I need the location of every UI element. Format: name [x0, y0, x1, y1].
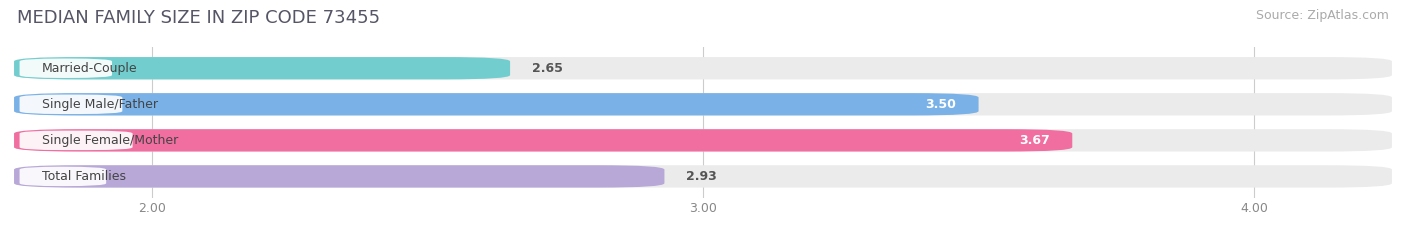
FancyBboxPatch shape — [14, 57, 510, 79]
FancyBboxPatch shape — [14, 57, 1392, 79]
Text: Married-Couple: Married-Couple — [42, 62, 138, 75]
Text: 3.67: 3.67 — [1019, 134, 1050, 147]
Text: Total Families: Total Families — [42, 170, 125, 183]
FancyBboxPatch shape — [14, 93, 979, 116]
FancyBboxPatch shape — [20, 167, 105, 186]
FancyBboxPatch shape — [14, 93, 1392, 116]
Text: Single Male/Father: Single Male/Father — [42, 98, 157, 111]
FancyBboxPatch shape — [14, 165, 665, 188]
Text: Single Female/Mother: Single Female/Mother — [42, 134, 179, 147]
FancyBboxPatch shape — [20, 58, 112, 78]
FancyBboxPatch shape — [14, 129, 1073, 151]
FancyBboxPatch shape — [14, 165, 1392, 188]
Text: Source: ZipAtlas.com: Source: ZipAtlas.com — [1256, 9, 1389, 22]
FancyBboxPatch shape — [14, 129, 1392, 151]
Text: MEDIAN FAMILY SIZE IN ZIP CODE 73455: MEDIAN FAMILY SIZE IN ZIP CODE 73455 — [17, 9, 380, 27]
FancyBboxPatch shape — [20, 95, 122, 114]
Text: 2.65: 2.65 — [531, 62, 562, 75]
Text: 3.50: 3.50 — [925, 98, 956, 111]
FancyBboxPatch shape — [20, 131, 132, 150]
Text: 2.93: 2.93 — [686, 170, 717, 183]
